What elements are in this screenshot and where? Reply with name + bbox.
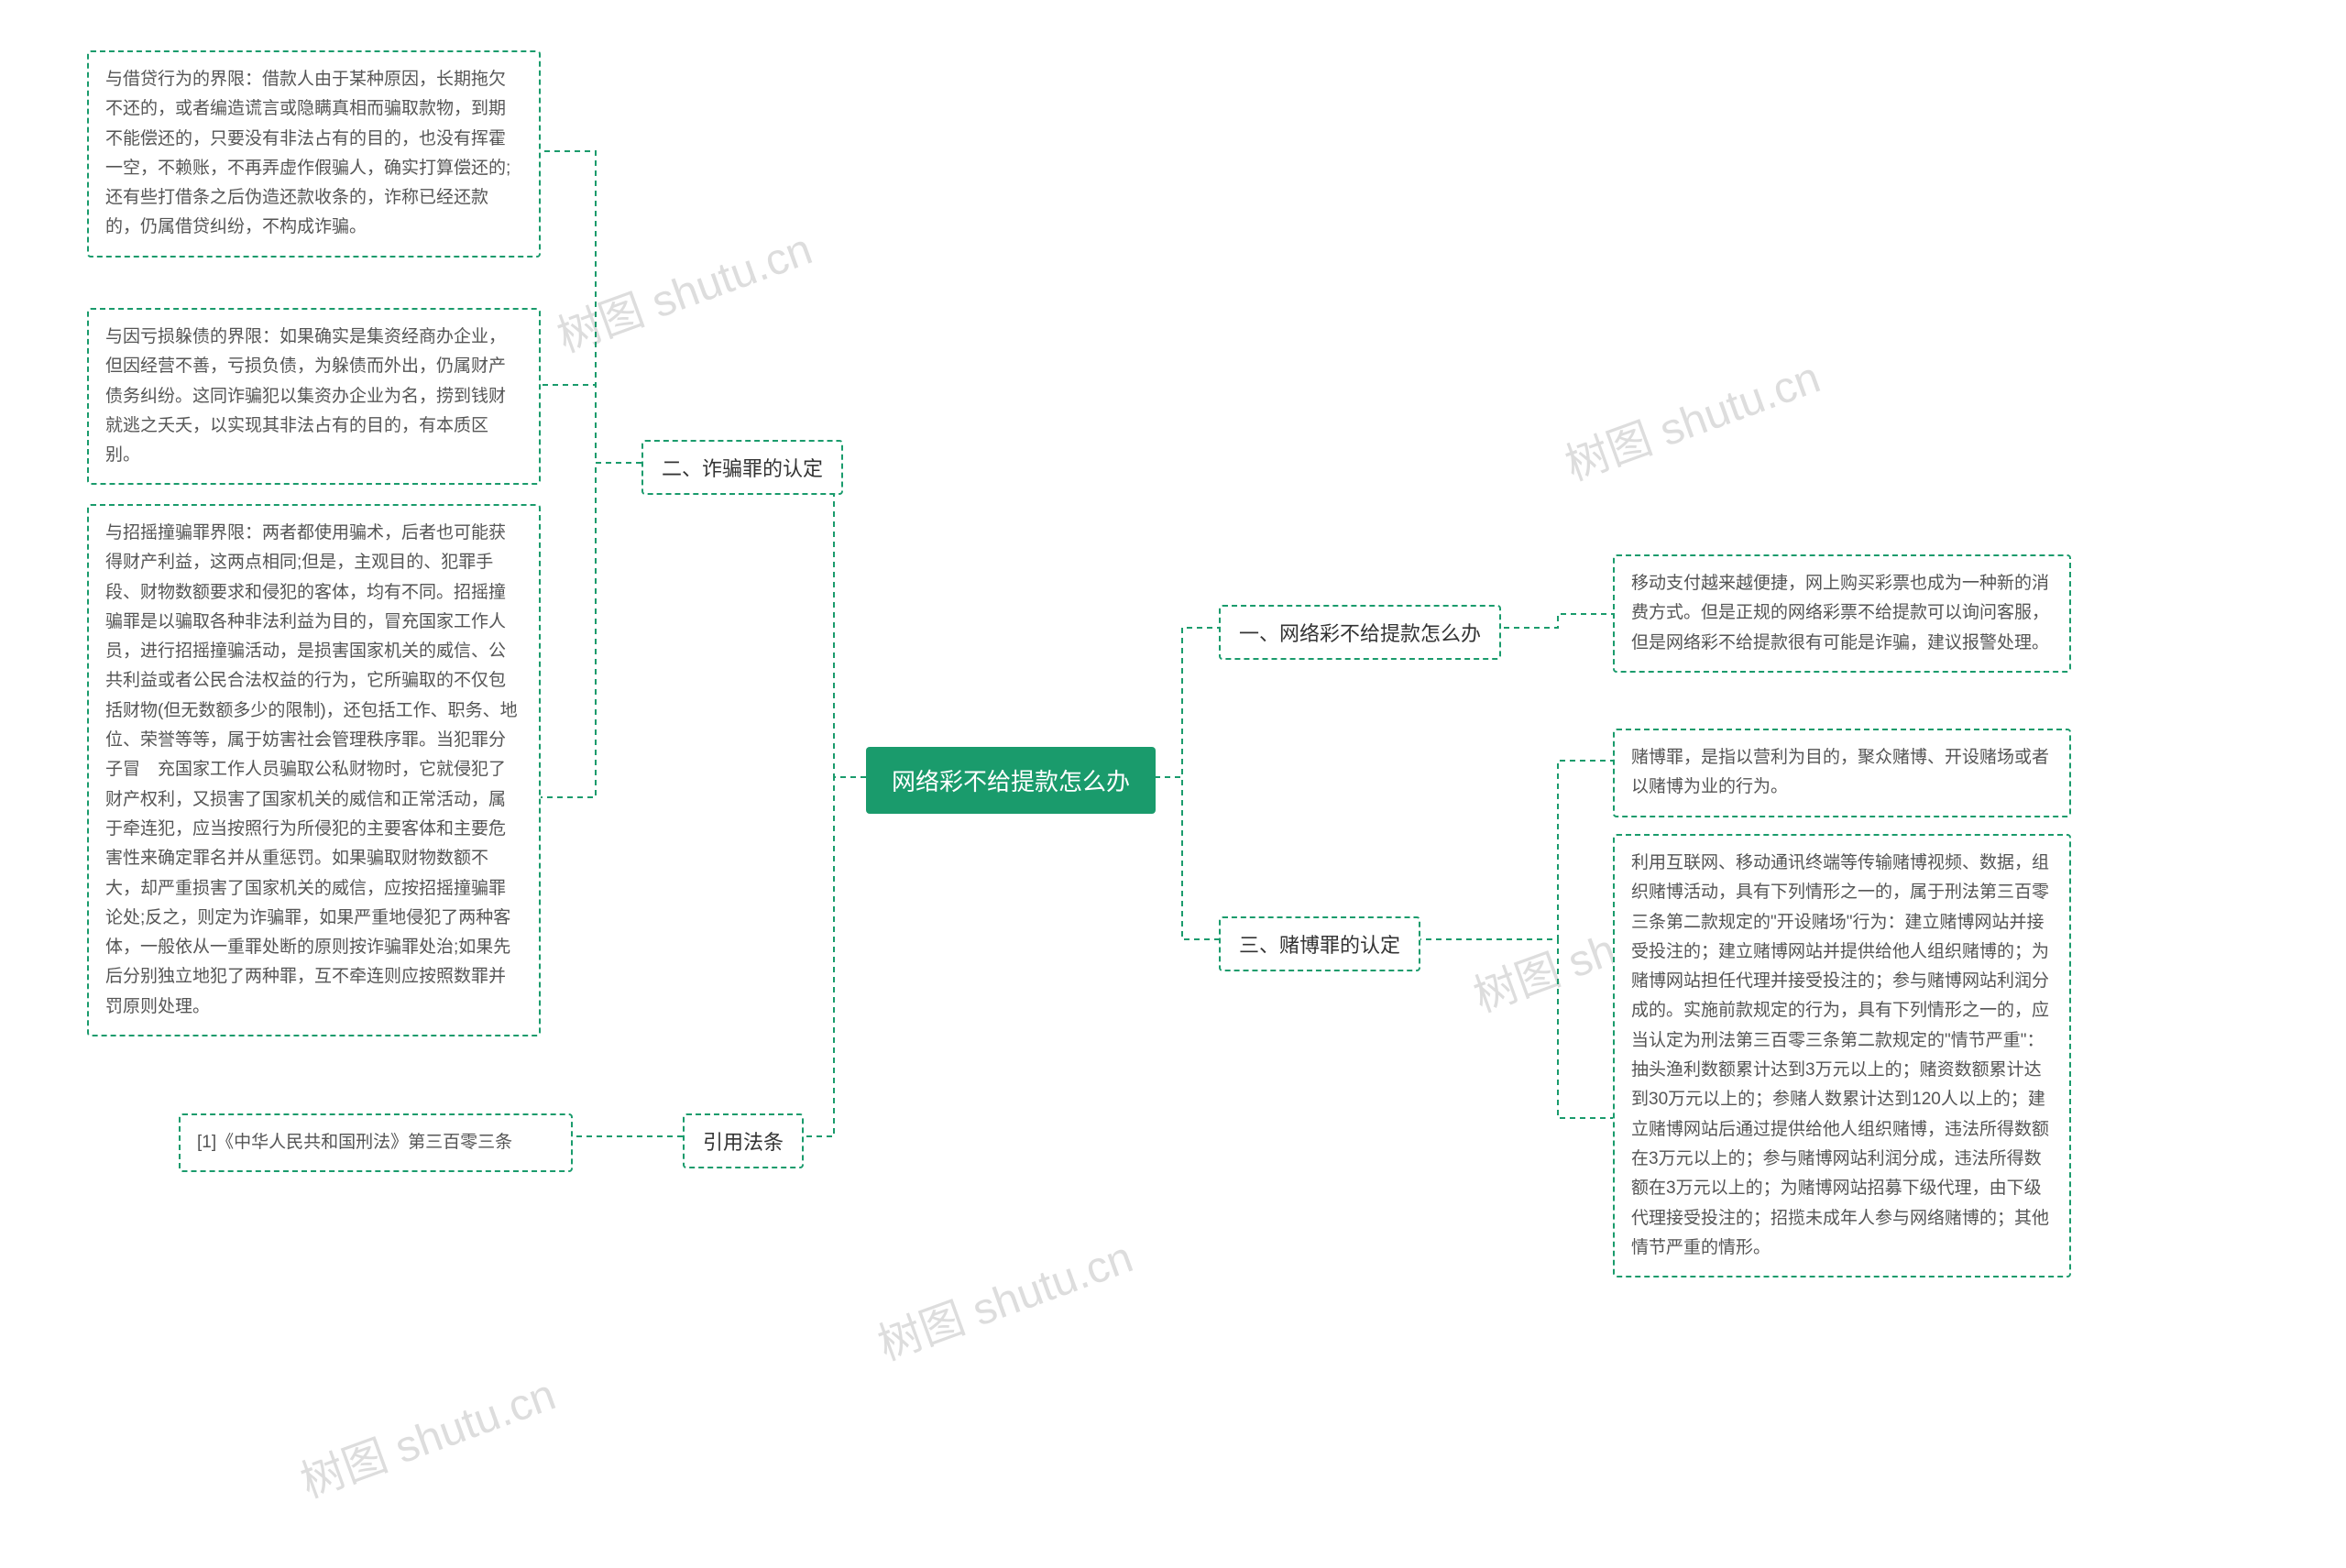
leaf-gambling-internet: 利用互联网、移动通讯终端等传输赌博视频、数据，组织赌博活动，具有下列情形之一的，… (1613, 834, 2071, 1277)
watermark: 树图 shutu.cn (547, 213, 819, 364)
leaf-law-article: [1]《中华人民共和国刑法》第三百零三条 (179, 1113, 573, 1172)
leaf-loan-boundary: 与借贷行为的界限：借款人由于某种原因，长期拖欠不还的，或者编造谎言或隐瞒真相而骗… (87, 50, 541, 258)
leaf-gambling-def: 赌博罪，是指以营利为目的，聚众赌博、开设赌场或者以赌博为业的行为。 (1613, 729, 2071, 817)
branch-law-reference[interactable]: 引用法条 (683, 1113, 804, 1168)
leaf-lottery-advice: 移动支付越来越便捷，网上购买彩票也成为一种新的消费方式。但是正规的网络彩票不给提… (1613, 554, 2071, 673)
leaf-loss-debt-boundary: 与因亏损躲债的界限：如果确实是集资经商办企业，但因经营不善，亏损负债，为躲债而外… (87, 308, 541, 485)
watermark: 树图 shutu.cn (868, 1221, 1140, 1372)
mindmap-center[interactable]: 网络彩不给提款怎么办 (866, 747, 1156, 814)
leaf-impersonation-boundary: 与招摇撞骗罪界限：两者都使用骗术，后者也可能获得财产利益，这两点相同;但是，主观… (87, 504, 541, 1036)
branch-fraud-definition[interactable]: 二、诈骗罪的认定 (641, 440, 843, 495)
branch-lottery-withdrawal[interactable]: 一、网络彩不给提款怎么办 (1219, 605, 1501, 660)
watermark: 树图 shutu.cn (291, 1358, 563, 1509)
branch-gambling-definition[interactable]: 三、赌博罪的认定 (1219, 916, 1420, 971)
watermark: 树图 shutu.cn (1555, 341, 1827, 492)
